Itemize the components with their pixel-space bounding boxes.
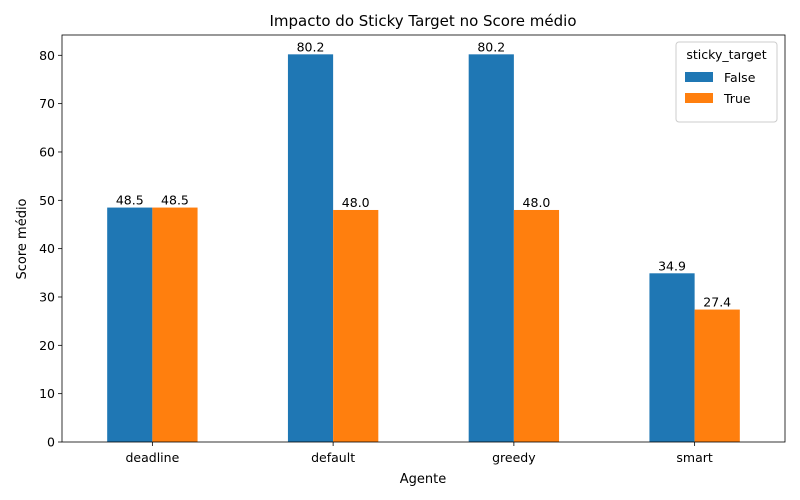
x-tick-label: greedy (492, 450, 536, 465)
data-label: 48.0 (342, 195, 370, 210)
y-axis-label: Score médio (15, 198, 30, 279)
bar-true-deadline (152, 207, 198, 442)
data-label: 34.9 (658, 258, 686, 273)
data-label: 27.4 (703, 295, 731, 310)
bar-false-greedy (468, 54, 514, 443)
y-tick-label: 80 (39, 48, 55, 63)
bar-false-smart (649, 273, 695, 442)
data-label: 48.5 (161, 193, 189, 208)
y-tick-label: 10 (39, 386, 55, 401)
plot-frame (61, 34, 786, 443)
y-tick-label: 40 (39, 241, 55, 256)
data-label: 48.0 (523, 195, 551, 210)
legend-swatch-true (685, 93, 713, 103)
legend-swatch-false (685, 72, 713, 82)
y-tick-label: 60 (39, 144, 55, 159)
y-tick-label: 70 (39, 96, 55, 111)
y-tick-label: 30 (39, 289, 55, 304)
legend-title: sticky_target (686, 47, 766, 62)
x-tick-label: default (311, 450, 355, 465)
legend-label-false: False (724, 70, 756, 85)
y-tick-label: 20 (39, 338, 55, 353)
bar-false-default (287, 54, 334, 443)
legend-label-true: True (723, 91, 751, 106)
y-tick-label: 0 (47, 435, 55, 450)
data-label: 80.2 (297, 39, 325, 54)
x-tick-label: smart (676, 450, 712, 465)
bar-true-greedy (513, 209, 560, 442)
chart-title: Impacto do Sticky Target no Score médio (269, 12, 576, 30)
bar-false-deadline (107, 207, 153, 442)
bar-true-smart (694, 309, 740, 442)
bar-true-default (333, 209, 379, 442)
y-tick-label: 50 (39, 193, 55, 208)
data-label: 80.2 (477, 39, 505, 54)
x-axis-label: Agente (400, 472, 446, 487)
data-label: 48.5 (116, 193, 144, 208)
x-tick-label: deadline (125, 450, 179, 465)
